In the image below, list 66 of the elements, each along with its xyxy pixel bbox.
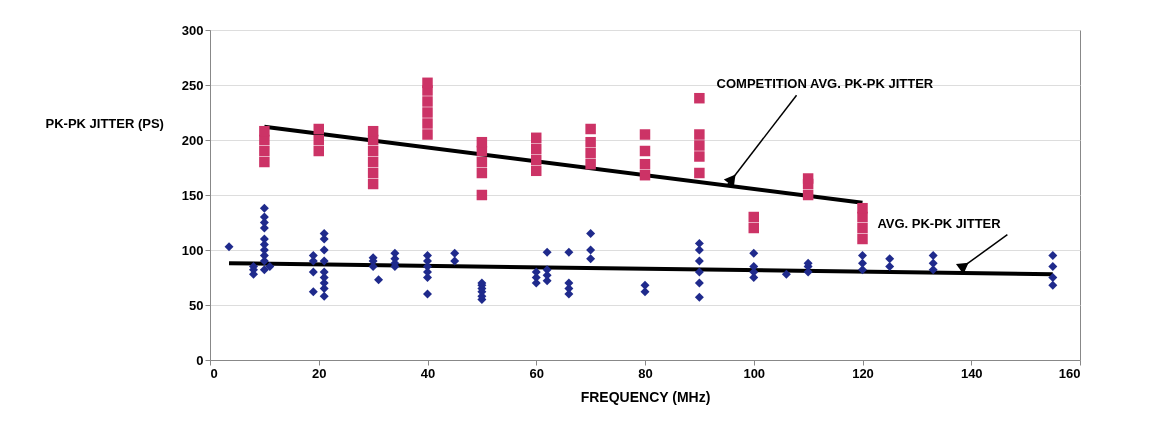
- point: [585, 158, 596, 170]
- point: [476, 167, 488, 179]
- point: [802, 189, 814, 201]
- point: [585, 123, 596, 135]
- point: [259, 145, 270, 157]
- annotation: AVG. PK-PK JITTER: [877, 215, 1002, 231]
- point: [585, 136, 596, 148]
- point: [694, 140, 705, 151]
- point: [639, 129, 651, 140]
- x-tick-label: 20: [312, 365, 327, 381]
- point: [476, 189, 488, 201]
- point: [259, 134, 270, 146]
- point: [857, 233, 868, 245]
- point: [531, 143, 542, 155]
- x-tick-label: 80: [638, 365, 653, 381]
- point: [531, 132, 542, 144]
- point: [694, 151, 705, 162]
- point: [367, 145, 379, 157]
- point: [802, 173, 814, 184]
- point: [476, 136, 488, 148]
- point: [585, 147, 596, 159]
- point: [422, 96, 433, 107]
- x-tick-label: 100: [743, 365, 766, 381]
- point: [531, 154, 542, 166]
- point: [313, 123, 324, 135]
- point: [422, 107, 433, 118]
- point: [857, 222, 868, 234]
- point: [422, 77, 433, 89]
- point: [422, 118, 433, 129]
- point: [639, 169, 651, 181]
- y-tick-label: 100: [181, 242, 204, 258]
- point: [639, 158, 651, 170]
- point: [476, 156, 488, 168]
- y-axis-title: PK-PK JITTER (PS): [45, 115, 164, 131]
- x-tick-label: 140: [960, 365, 983, 381]
- x-tick-label: 40: [420, 365, 436, 381]
- point: [531, 165, 542, 177]
- point: [313, 134, 324, 146]
- point: [422, 129, 433, 140]
- point: [694, 129, 705, 140]
- y-tick-label: 200: [181, 132, 204, 148]
- point: [367, 167, 379, 179]
- point: [367, 125, 379, 137]
- point: [694, 167, 705, 179]
- point: [857, 202, 868, 214]
- y-tick-label: 0: [196, 352, 204, 368]
- x-axis-title: FREQUENCY (MHz): [580, 388, 711, 405]
- x-tick-label: 160: [1058, 365, 1081, 381]
- point: [748, 211, 759, 223]
- x-tick-label: 60: [529, 365, 544, 381]
- point: [639, 145, 651, 157]
- y-tick-label: 250: [181, 77, 204, 93]
- point: [694, 92, 705, 104]
- point: [259, 125, 270, 137]
- point: [748, 222, 759, 234]
- point: [259, 156, 270, 168]
- y-tick-label: 150: [181, 187, 204, 203]
- y-tick-label: 50: [189, 297, 204, 313]
- point: [857, 211, 868, 223]
- y-tick-label: 300: [181, 22, 204, 38]
- point: [367, 156, 379, 168]
- x-tick-label: 0: [210, 365, 218, 381]
- annotation: COMPETITION AVG. PK-PK JITTER: [716, 76, 934, 92]
- point: [367, 178, 379, 190]
- point: [313, 145, 324, 157]
- x-tick-label: 120: [852, 365, 874, 381]
